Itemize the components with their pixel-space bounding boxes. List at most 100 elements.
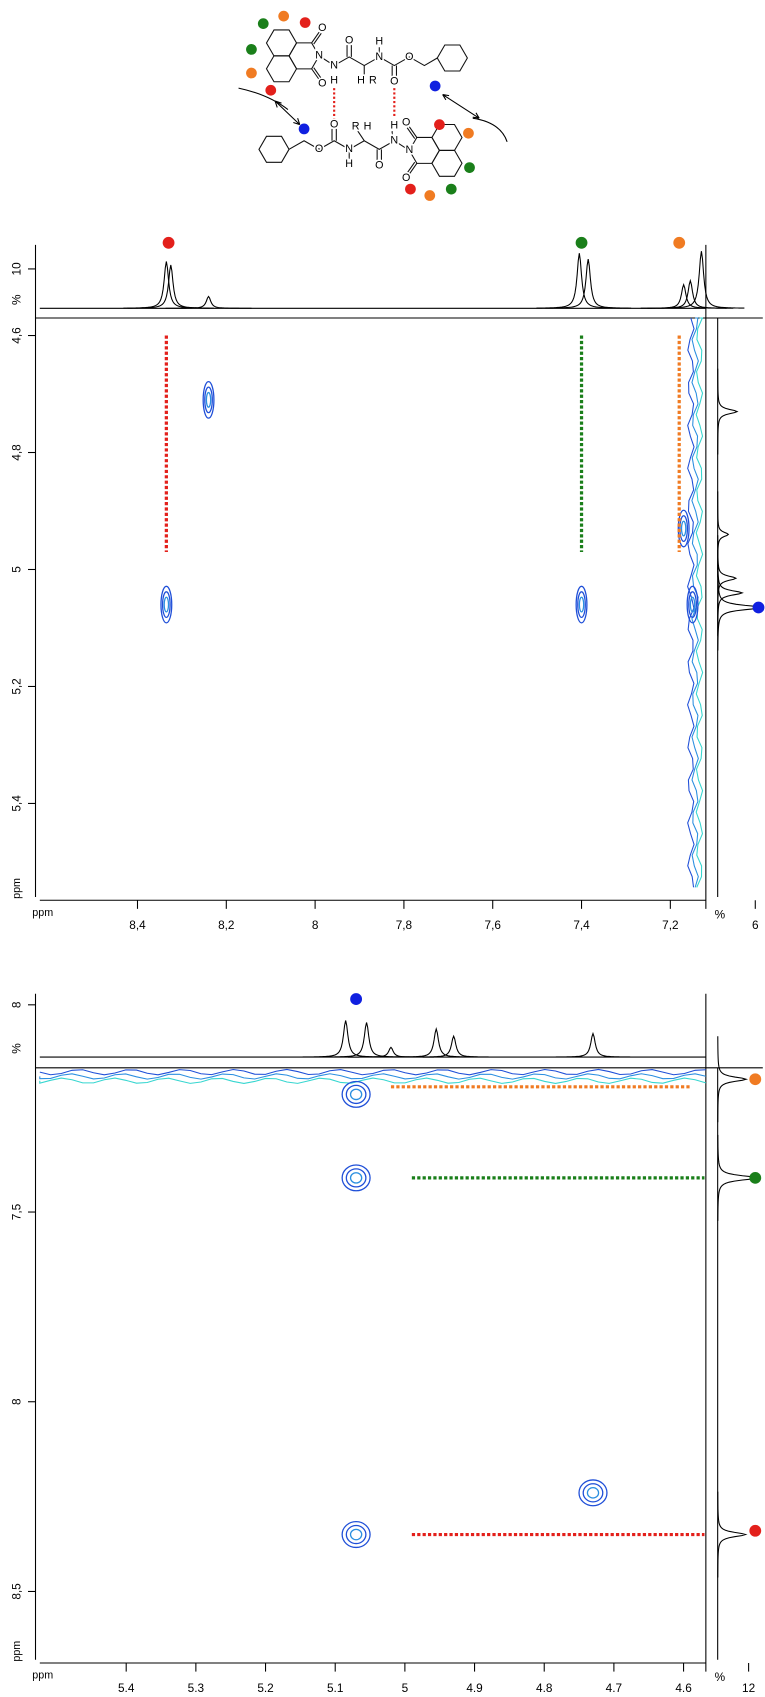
projection-label: % [715, 1670, 726, 1684]
projection-label: % [715, 907, 726, 921]
molecule-structure: N N H O H R H N O O O O N N H O R H N H … [238, 10, 508, 201]
dot [246, 67, 257, 79]
noise-band [39, 1068, 706, 1076]
projection-tick-label: 10 [9, 262, 23, 276]
dot [445, 183, 457, 195]
x-tick-label: 5,4 [118, 1681, 135, 1692]
projection-peak [393, 1026, 480, 1058]
ring [431, 149, 463, 177]
dot [246, 44, 257, 55]
atom-label: H [375, 36, 383, 48]
cross-peak [677, 509, 690, 548]
atom-label: R [352, 121, 360, 133]
x-tick-label: 5 [402, 1681, 409, 1692]
cross-peak [578, 1479, 608, 1507]
ring [258, 135, 290, 163]
dot [424, 190, 436, 201]
y-tick-label: 4,8 [9, 444, 23, 461]
y-tick-label: 8 [9, 1398, 23, 1405]
contour [578, 1479, 608, 1507]
x-tick-label: 4,6 [675, 1681, 692, 1692]
cross-peak [341, 1164, 371, 1192]
atom-label: O [390, 75, 398, 87]
atom-label: H [357, 74, 365, 86]
arrow [274, 94, 480, 126]
noise-band [687, 317, 695, 888]
marker [749, 1171, 762, 1184]
x-tick-label: 7,6 [485, 918, 502, 932]
ring [265, 29, 298, 57]
atom-label: N [315, 50, 323, 62]
x-tick-label: 5,3 [188, 1681, 205, 1692]
atom-label: O [318, 78, 326, 90]
bond [311, 31, 418, 175]
projection-label: % [9, 1043, 23, 1054]
y-tick-label: 5,4 [9, 795, 23, 812]
projection-peak [165, 295, 252, 309]
contour [679, 515, 689, 542]
contour [686, 585, 699, 624]
y-axis-label: ppm [11, 1641, 23, 1662]
projection-peak [717, 1491, 748, 1578]
x-tick-label: 7,4 [573, 918, 590, 932]
dot [405, 183, 416, 195]
y-axis-label: ppm [11, 878, 23, 899]
contour [677, 509, 690, 548]
projection-peak [545, 259, 632, 309]
atom-label: R [369, 74, 377, 86]
dot [265, 84, 277, 96]
dot [464, 162, 475, 173]
rings [258, 29, 468, 177]
projection-peak [323, 1022, 410, 1058]
contour [341, 1080, 371, 1108]
contour [689, 596, 696, 613]
x-tick-label: 7,8 [396, 918, 413, 932]
x-tick-label: 5,1 [327, 1681, 343, 1692]
dot [434, 119, 445, 130]
atom-label: N [390, 135, 398, 147]
contour [341, 1521, 371, 1549]
contour [349, 1172, 363, 1184]
proton-dots [246, 10, 475, 201]
y-tick-label: 5,2 [9, 678, 23, 694]
contour [349, 1088, 363, 1101]
x-tick-label: 8,4 [129, 918, 146, 932]
projection-peak [717, 368, 739, 455]
dot [257, 18, 269, 30]
ring [265, 55, 298, 83]
contour [345, 1084, 367, 1105]
cross-peak [160, 585, 173, 624]
dot [299, 17, 311, 28]
contour [349, 1528, 363, 1541]
atom-label: O [405, 51, 413, 63]
noise-band [39, 1077, 707, 1084]
x-axis-label: ppm [32, 907, 53, 919]
contour [161, 591, 171, 619]
contour [345, 1168, 367, 1188]
dot [463, 127, 474, 139]
x-tick-label: 4,9 [466, 1681, 482, 1692]
contour [202, 380, 215, 419]
projection-peak [717, 1036, 749, 1123]
contour [582, 1483, 604, 1503]
marker [350, 993, 363, 1005]
y-tick-label: 8,5 [9, 1583, 23, 1600]
atom-label: O [318, 22, 326, 34]
atom-label: H [345, 158, 353, 170]
atom-label: O [375, 159, 383, 171]
y-tick-label: 7,5 [9, 1203, 23, 1220]
atom-label: N [405, 144, 413, 156]
projection-peak [550, 1031, 636, 1058]
projection-peak [123, 261, 210, 309]
projection-peak [717, 549, 744, 636]
arrow-curve [238, 87, 508, 142]
dot [298, 123, 310, 135]
atom-label: O [402, 172, 410, 184]
atom-label: O [402, 116, 410, 128]
x-tick-label: 8,2 [218, 918, 234, 932]
contour [205, 391, 212, 408]
projection-peak [302, 1020, 389, 1058]
marker [749, 1073, 762, 1086]
contour [204, 386, 213, 414]
